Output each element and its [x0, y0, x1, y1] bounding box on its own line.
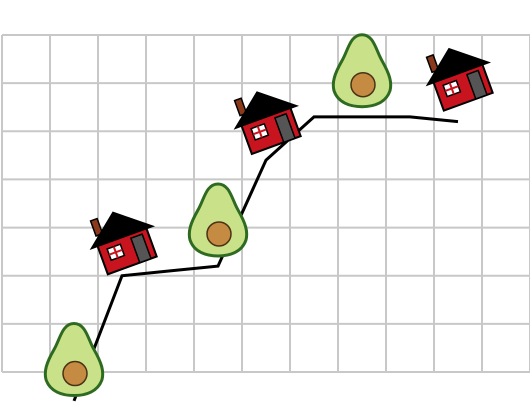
house-window — [442, 79, 462, 98]
house-door — [273, 112, 297, 144]
avocado-skin — [331, 33, 393, 109]
house-icon — [425, 47, 494, 112]
house-roof — [233, 91, 300, 130]
house-door — [465, 69, 489, 100]
house-icon — [233, 91, 302, 156]
house-window — [106, 243, 126, 262]
avocado-skin — [187, 182, 249, 258]
avocado-icon — [331, 33, 393, 109]
house-icon — [89, 211, 158, 276]
house-window-bar — [252, 128, 267, 136]
house-window — [250, 122, 270, 141]
series-line-group — [72, 115, 459, 402]
avocado-skin — [43, 322, 105, 398]
avocado-pit — [206, 221, 232, 247]
icon-group — [43, 33, 494, 398]
avocado-pit — [62, 360, 88, 387]
series-line — [72, 115, 459, 402]
avocado-icon — [187, 182, 249, 258]
house-roof — [89, 211, 156, 251]
house-window-bar — [108, 248, 123, 256]
avocado-icon — [43, 322, 105, 398]
house-door — [129, 233, 153, 264]
house-roof — [425, 47, 492, 87]
house-window-bar — [444, 85, 459, 92]
avocado-pit — [350, 71, 376, 98]
